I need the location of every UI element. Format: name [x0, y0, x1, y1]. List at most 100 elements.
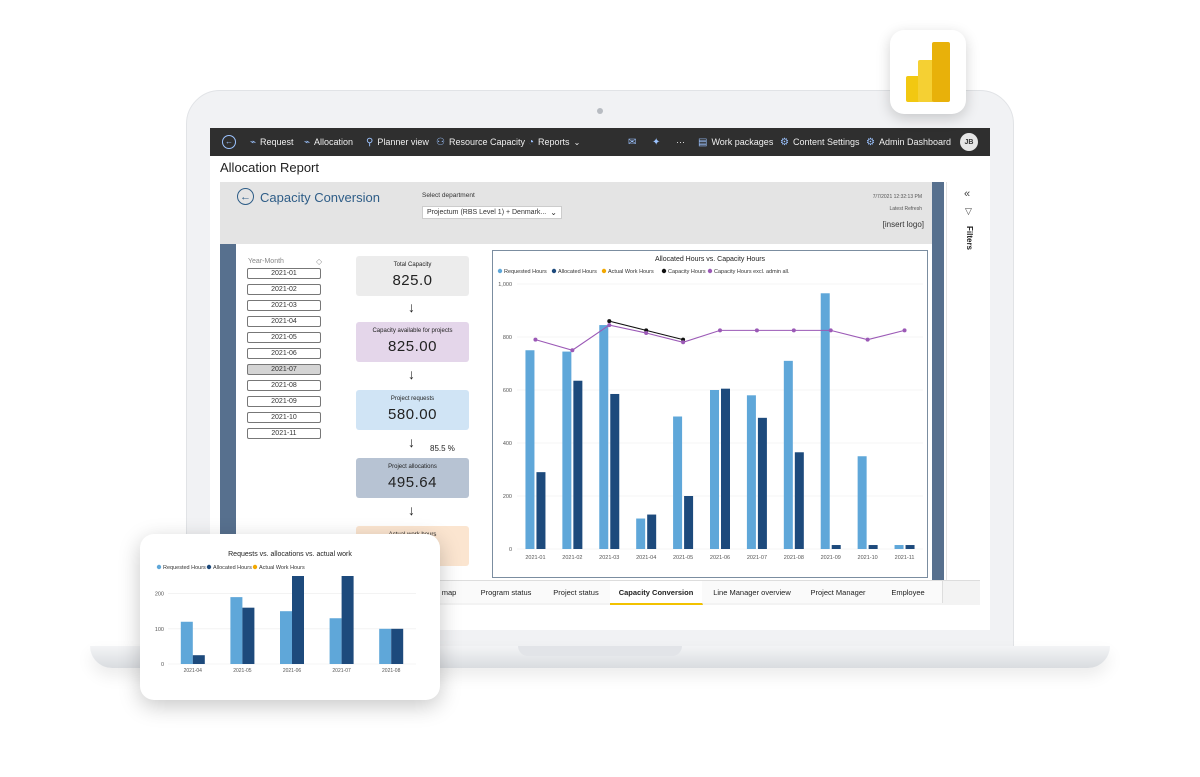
eraser-icon[interactable]: ◇: [316, 257, 323, 266]
nav-request[interactable]: ⌁ Request: [250, 136, 294, 148]
legend-marker: [497, 268, 503, 274]
bar-requested: [329, 618, 342, 664]
legend-marker: [601, 268, 607, 274]
power-bi-logo: [890, 30, 966, 114]
planner-icon: ⚲: [366, 136, 374, 148]
filters-label: Filters: [965, 226, 974, 251]
mail-button[interactable]: ✉: [628, 128, 636, 156]
refresh-time: 7/7/2021 12:32:13 PM: [872, 194, 922, 200]
bar-requested: [857, 456, 867, 549]
x-tick-label: 2021-05: [233, 668, 252, 674]
tab-project-manager[interactable]: Project Manager: [802, 581, 875, 603]
slicer-item[interactable]: 2021-11: [247, 428, 321, 439]
bar-requested: [562, 351, 572, 549]
bar-requested: [894, 545, 904, 549]
x-tick-label: 2021-06: [283, 668, 302, 674]
legend-marker: [707, 268, 713, 274]
logo-placeholder: [insert logo]: [882, 220, 924, 229]
report-back-button[interactable]: ←: [237, 188, 254, 205]
nav-content-settings[interactable]: ⚙ Content Settings: [780, 136, 860, 148]
down-arrow-icon: ↓: [408, 366, 415, 382]
nav-allocation[interactable]: ⌁ Allocation: [304, 136, 354, 148]
mail-icon: ✉: [628, 136, 637, 148]
slicer-item[interactable]: 2021-02: [247, 284, 321, 295]
x-tick-label: 2021-02: [562, 555, 582, 561]
department-value: Projectum (RBS Level 1) + Denmark...: [427, 209, 547, 216]
bar-allocated: [647, 514, 657, 549]
y-tick-label: 1,000: [498, 282, 512, 288]
back-button[interactable]: ←: [222, 128, 236, 156]
tab-project-status[interactable]: Project status: [542, 581, 611, 603]
x-tick-label: 2021-08: [784, 555, 804, 561]
legend-label: Allocated Hours: [213, 565, 252, 571]
conversion-percentage: 85.5 %: [430, 444, 455, 453]
laptop-notch: [518, 646, 682, 656]
tab-capacity-conversion[interactable]: Capacity Conversion: [610, 581, 703, 605]
nav-admin-dashboard[interactable]: ⚙ Admin Dashboard: [866, 136, 952, 148]
bar-requested: [710, 390, 719, 549]
line-point: [865, 337, 870, 342]
slicer-item[interactable]: 2021-10: [247, 412, 321, 423]
back-arrow-icon: ←: [240, 190, 251, 203]
main-chart-svg: Allocated Hours vs. Capacity Hours Reques…: [497, 256, 923, 561]
slicer-item[interactable]: 2021-07: [247, 364, 321, 375]
bar-allocated: [757, 417, 767, 549]
slicer-title: Year-Month: [248, 258, 284, 265]
bar-allocated: [684, 496, 694, 549]
tab-employee[interactable]: Employee: [874, 581, 943, 603]
allocated-vs-capacity-chart: Allocated Hours vs. Capacity Hours Reques…: [492, 250, 928, 578]
top-navigation-bar: ← ⌁ Request ⌁ Allocation ⚲ Planner view ⚇ Re…: [210, 128, 990, 156]
x-tick-label: 2021-09: [821, 555, 841, 561]
filters-pane[interactable]: « ▽ Filters: [946, 182, 990, 582]
bar-requested: [746, 395, 756, 549]
requests-vs-allocations-card: Requests vs. allocations vs. actual work…: [140, 534, 440, 700]
bar-requested: [636, 518, 646, 549]
slicer-item[interactable]: 2021-06: [247, 348, 321, 359]
x-tick-label: 2021-07: [332, 668, 351, 674]
bar-allocated: [905, 545, 915, 549]
work-packages-icon: ▤: [698, 136, 708, 148]
legend-marker: [252, 564, 258, 570]
slicer-item[interactable]: 2021-04: [247, 316, 321, 327]
filter-icon: ▽: [965, 206, 972, 216]
y-tick-label: 800: [503, 335, 512, 341]
nav-resource-capacity[interactable]: ⚇ Resource Capacity: [436, 136, 526, 148]
down-arrow-icon: ↓: [408, 502, 415, 518]
avatar[interactable]: JB: [960, 133, 978, 151]
slicer-item[interactable]: 2021-01: [247, 268, 321, 279]
bar-requested: [280, 611, 292, 664]
chevron-down-icon: ⌄: [573, 137, 581, 147]
legend-label: Requested Hours: [504, 269, 547, 275]
collapse-icon[interactable]: «: [964, 188, 971, 200]
slicer-item[interactable]: 2021-09: [247, 396, 321, 407]
nav-reports[interactable]: ◔ Reports ⌄: [528, 136, 581, 148]
y-tick-label: 200: [503, 494, 512, 500]
more-button[interactable]: ···: [676, 137, 685, 147]
x-tick-label: 2021-01: [525, 555, 545, 561]
tab-program-status[interactable]: Program status: [470, 581, 543, 603]
nav-planner-view[interactable]: ⚲ Planner view: [366, 136, 429, 148]
bar-allocated: [573, 380, 583, 549]
nav-work-packages[interactable]: ▤ Work packages: [698, 136, 774, 148]
y-tick-label: 0: [161, 662, 164, 668]
tab-line-manager-overview[interactable]: Line Manager overview: [702, 581, 803, 603]
line-point: [644, 331, 649, 336]
bar-allocated: [242, 607, 255, 664]
slicer-item[interactable]: 2021-03: [247, 300, 321, 311]
slicer-item[interactable]: 2021-08: [247, 380, 321, 391]
request-icon: ⌁: [250, 136, 257, 148]
legend-marker: [661, 268, 667, 274]
settings-icon: ⚙: [780, 136, 789, 148]
page-title: Allocation Report: [220, 160, 319, 175]
report-left-border: [220, 244, 236, 580]
department-dropdown[interactable]: Projectum (RBS Level 1) + Denmark... ⌄: [422, 206, 562, 219]
chart-title: Allocated Hours vs. Capacity Hours: [655, 256, 766, 263]
bar-allocated: [292, 576, 304, 664]
slicer-item[interactable]: 2021-05: [247, 332, 321, 343]
legend-label: Requested Hours: [163, 565, 206, 571]
x-tick-label: 2021-03: [599, 555, 619, 561]
legend-label: Capacity Hours excl. admin all.: [714, 269, 790, 275]
person-button[interactable]: ✦: [652, 128, 660, 156]
bar-allocated: [391, 628, 404, 664]
legend-label: Actual Work Hours: [259, 565, 305, 571]
